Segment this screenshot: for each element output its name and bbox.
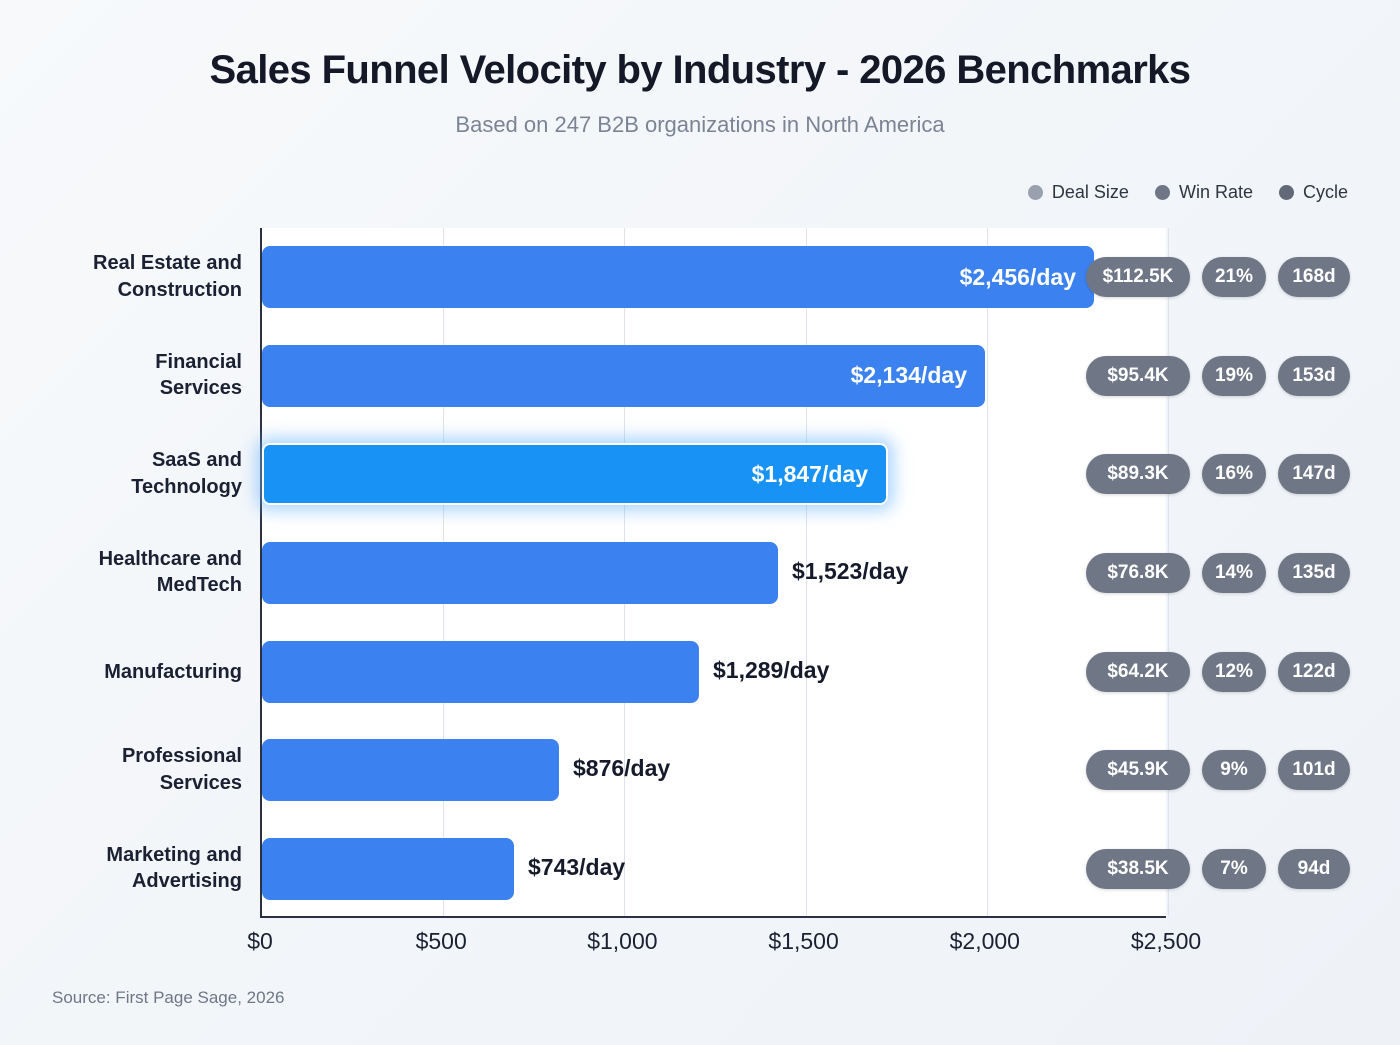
deal-size-badge[interactable]: $45.9K <box>1086 750 1190 791</box>
category-label-line2: MedTech <box>156 574 242 597</box>
bar-6[interactable] <box>262 739 559 802</box>
legend-item-label: Cycle <box>1302 182 1348 202</box>
win-rate-badge[interactable]: 19% <box>1202 355 1266 396</box>
category-label-line1: Marketing and <box>106 843 242 866</box>
metric-badges-row: $95.4K 19% 153d <box>1086 355 1350 396</box>
legend-item-cycle[interactable]: Cycle <box>1278 182 1348 203</box>
deal-size-badge[interactable]: $112.5K <box>1086 257 1190 298</box>
legend-item-label: Win Rate <box>1178 182 1253 202</box>
win-rate-badge[interactable]: 9% <box>1202 750 1266 791</box>
cycle-badge[interactable]: 101d <box>1278 750 1350 791</box>
bar-value-label: $1,289/day <box>713 656 830 683</box>
cycle-badge[interactable]: 147d <box>1278 454 1350 495</box>
gridline <box>986 228 988 916</box>
category-label-line1: SaaS and <box>151 449 242 472</box>
win-rate-badge[interactable]: 21% <box>1202 257 1266 298</box>
legend-item-label: Deal Size <box>1051 182 1129 202</box>
category-label-3: SaaS and Technology <box>22 447 242 500</box>
bar-value-label: $876/day <box>573 755 671 782</box>
bar-value-label: $2,456/day <box>959 263 1076 290</box>
legend: Deal Size Win Rate Cycle <box>1027 182 1348 203</box>
bar-4[interactable] <box>262 542 778 604</box>
x-axis-tick-label: $1,500 <box>768 928 839 954</box>
cycle-badge[interactable]: 168d <box>1278 257 1350 298</box>
win-rate-badge[interactable]: 16% <box>1202 454 1266 495</box>
win-rate-badge[interactable]: 14% <box>1202 553 1266 593</box>
bar-value-label: $1,523/day <box>792 558 909 584</box>
category-label-7: Marketing and Advertising <box>22 842 242 895</box>
category-label-line2: Services <box>159 377 242 400</box>
category-label-1: Real Estate and Construction <box>22 250 242 303</box>
bar-value-label: $743/day <box>528 853 626 880</box>
bar-3[interactable]: $1,847/day <box>262 443 888 506</box>
x-axis-tick-label: $2,000 <box>949 928 1020 954</box>
cycle-badge[interactable]: 153d <box>1278 355 1350 396</box>
metric-badges-row: $76.8K 14% 135d <box>1086 553 1350 593</box>
deal-size-badge[interactable]: $95.4K <box>1086 355 1190 396</box>
category-label-line2: Services <box>159 771 242 794</box>
cycle-badge[interactable]: 122d <box>1278 651 1350 692</box>
cycle-badge[interactable]: 94d <box>1278 848 1350 889</box>
bar-5[interactable] <box>262 640 699 703</box>
metric-badges-row: $64.2K 12% 122d <box>1086 651 1350 692</box>
bar-1[interactable]: $2,456/day <box>262 246 1094 309</box>
win-rate-badge[interactable]: 12% <box>1202 651 1266 692</box>
bar-7[interactable] <box>262 837 514 900</box>
legend-item-win-rate[interactable]: Win Rate <box>1154 182 1253 203</box>
category-label-line1: Professional <box>121 745 242 768</box>
deal-size-badge[interactable]: $89.3K <box>1086 454 1190 495</box>
gridline <box>805 228 807 916</box>
metric-badges-row: $45.9K 9% 101d <box>1086 750 1350 791</box>
category-label-line1: Healthcare and <box>98 548 242 570</box>
category-label-line2: Construction <box>117 278 242 301</box>
metric-badges-row: $89.3K 16% 147d <box>1086 454 1350 495</box>
category-label-line2: Advertising <box>131 870 242 893</box>
category-label-4: Healthcare and MedTech <box>22 546 242 599</box>
legend-dot-icon <box>1027 185 1043 200</box>
category-label-line1: Manufacturing <box>104 660 242 683</box>
x-axis-tick-label: $500 <box>415 928 467 954</box>
category-label-line1: Financial <box>155 350 242 373</box>
legend-dot-icon <box>1154 185 1170 200</box>
bar-value-label: $2,134/day <box>850 362 967 389</box>
metric-badges-row: $38.5K 7% 94d <box>1086 848 1350 889</box>
x-axis-tick-label: $0 <box>247 928 273 954</box>
cycle-badge[interactable]: 135d <box>1278 553 1350 593</box>
bar-value-label: $1,847/day <box>751 460 868 487</box>
plot-area: $2,456/day $2,134/day $1,847/day <box>260 228 1169 918</box>
win-rate-badge[interactable]: 7% <box>1202 848 1266 889</box>
source-note: Source: First Page Sage, 2026 <box>52 988 285 1007</box>
deal-size-badge[interactable]: $64.2K <box>1086 651 1190 692</box>
legend-dot-icon <box>1278 185 1294 200</box>
x-axis-tick-label: $1,000 <box>587 928 658 954</box>
metric-badges-row: $112.5K 21% 168d <box>1086 257 1350 298</box>
bar-2[interactable]: $2,134/day <box>262 344 985 407</box>
x-axis-tick-label: $2,500 <box>1130 928 1202 954</box>
deal-size-badge[interactable]: $76.8K <box>1086 553 1190 593</box>
category-label-6: Professional Services <box>22 743 242 796</box>
category-label-line2: Technology <box>131 475 242 498</box>
category-label-2: Financial Services <box>22 349 242 402</box>
legend-item-deal-size[interactable]: Deal Size <box>1027 182 1129 203</box>
category-label-line1: Real Estate and <box>93 252 242 275</box>
page-subtitle: Based on 247 B2B organizations in North … <box>455 112 945 137</box>
deal-size-badge[interactable]: $38.5K <box>1086 848 1190 889</box>
category-label-5: Manufacturing <box>22 659 242 685</box>
page-title: Sales Funnel Velocity by Industry - 2026… <box>209 48 1192 92</box>
